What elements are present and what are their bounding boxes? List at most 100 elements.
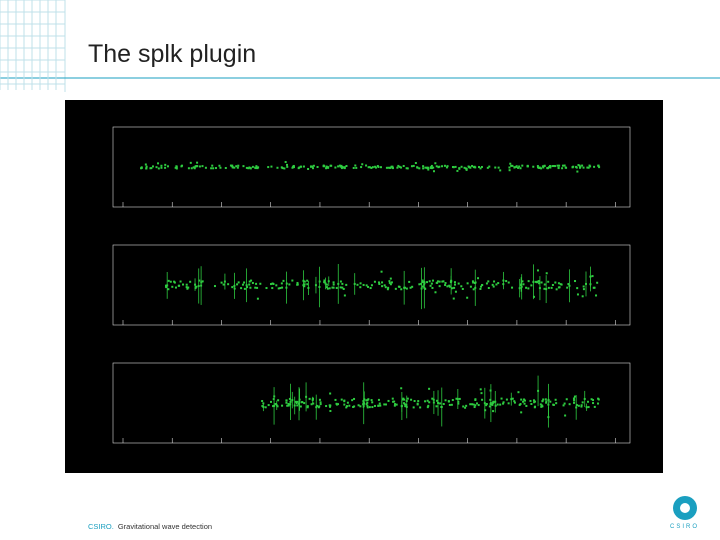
panel-point (547, 403, 550, 406)
panel-point (182, 283, 185, 286)
panel-point (335, 402, 338, 405)
panel-point (444, 282, 447, 285)
panel-point (222, 283, 225, 286)
panel-point (474, 404, 477, 407)
panel-point (174, 166, 177, 169)
panel-point (495, 283, 498, 286)
panel-point (402, 164, 405, 167)
panel-point (579, 166, 582, 169)
panel-point (525, 404, 528, 407)
panel-point (285, 399, 288, 402)
panel-point (458, 397, 461, 400)
panel-point (492, 401, 495, 404)
panel-point (464, 167, 467, 170)
panel-point (341, 165, 344, 168)
panel-point (520, 398, 523, 401)
panel-point (430, 282, 433, 285)
panel-point (400, 288, 403, 291)
panel-point (494, 166, 497, 169)
panel-point (394, 287, 397, 290)
panel-point (236, 166, 239, 169)
panel-point (536, 165, 539, 168)
panel-point (405, 167, 408, 170)
panel-point (426, 406, 429, 409)
panel-point (213, 285, 216, 288)
panel-point (545, 272, 548, 275)
panel-point (271, 287, 274, 290)
panel-point (379, 166, 382, 169)
panel-point (469, 285, 472, 288)
panel-point (464, 406, 467, 409)
panel-point (276, 405, 279, 408)
panel-point (577, 404, 580, 407)
panel-point (251, 165, 254, 168)
panel-point (563, 402, 566, 405)
panel-point (526, 165, 529, 168)
panel-point (418, 167, 421, 170)
panel-point (456, 169, 459, 172)
panel-point (441, 165, 444, 168)
panel-point (348, 404, 351, 407)
panel-point (496, 403, 499, 406)
panel-point (543, 164, 546, 167)
panel-point (444, 399, 447, 402)
panel-point (571, 166, 574, 169)
panel-point (376, 164, 379, 167)
panel-point (371, 401, 374, 404)
panel-point (589, 165, 592, 168)
panel-point (343, 399, 346, 402)
panel-point (439, 402, 442, 405)
plot-panels (112, 126, 631, 444)
panel-point (371, 406, 374, 409)
panel-point (597, 164, 600, 167)
panel-point (457, 282, 460, 285)
panel-point (395, 403, 398, 406)
panel-point (502, 283, 505, 286)
panel-point (549, 166, 552, 169)
panel-point (576, 170, 579, 173)
panel-point (485, 402, 488, 405)
panel-point (173, 280, 176, 283)
panel-point (243, 287, 246, 290)
panel-point (291, 279, 294, 282)
panel-point (220, 281, 223, 284)
panel-point (416, 402, 419, 405)
panel-point (198, 279, 201, 282)
panel-point (497, 282, 500, 285)
panel-point (451, 399, 454, 402)
panel-point (474, 166, 477, 169)
panel-point (553, 165, 556, 168)
panel-point (557, 167, 560, 170)
panel-point (462, 405, 465, 408)
panel-point (366, 406, 369, 409)
panel-point (403, 403, 406, 406)
panel-point (256, 297, 259, 300)
panel-point (359, 282, 362, 285)
panel-point (190, 167, 193, 170)
panel-point (460, 165, 463, 168)
panel-point (357, 404, 360, 407)
panel-point (145, 165, 148, 168)
panel-point (534, 405, 537, 408)
panel-point (521, 280, 524, 283)
panel-point (429, 166, 432, 169)
panel-point (167, 288, 170, 291)
panel-point (270, 165, 273, 168)
panel-point (373, 404, 376, 407)
panel-frame (112, 126, 631, 208)
panel-point (274, 403, 277, 406)
panel-point (529, 399, 532, 402)
panel-point (233, 166, 236, 169)
panel-point (267, 166, 270, 169)
panel-point (450, 403, 453, 406)
panel-point (505, 280, 508, 283)
panel-point (542, 166, 545, 169)
panel-point (164, 166, 167, 169)
panel-point (340, 398, 343, 401)
panel-point (338, 164, 341, 167)
panel-point (410, 398, 413, 401)
panel-point (270, 283, 273, 286)
panel-point (508, 166, 511, 169)
panel-point (556, 164, 559, 167)
